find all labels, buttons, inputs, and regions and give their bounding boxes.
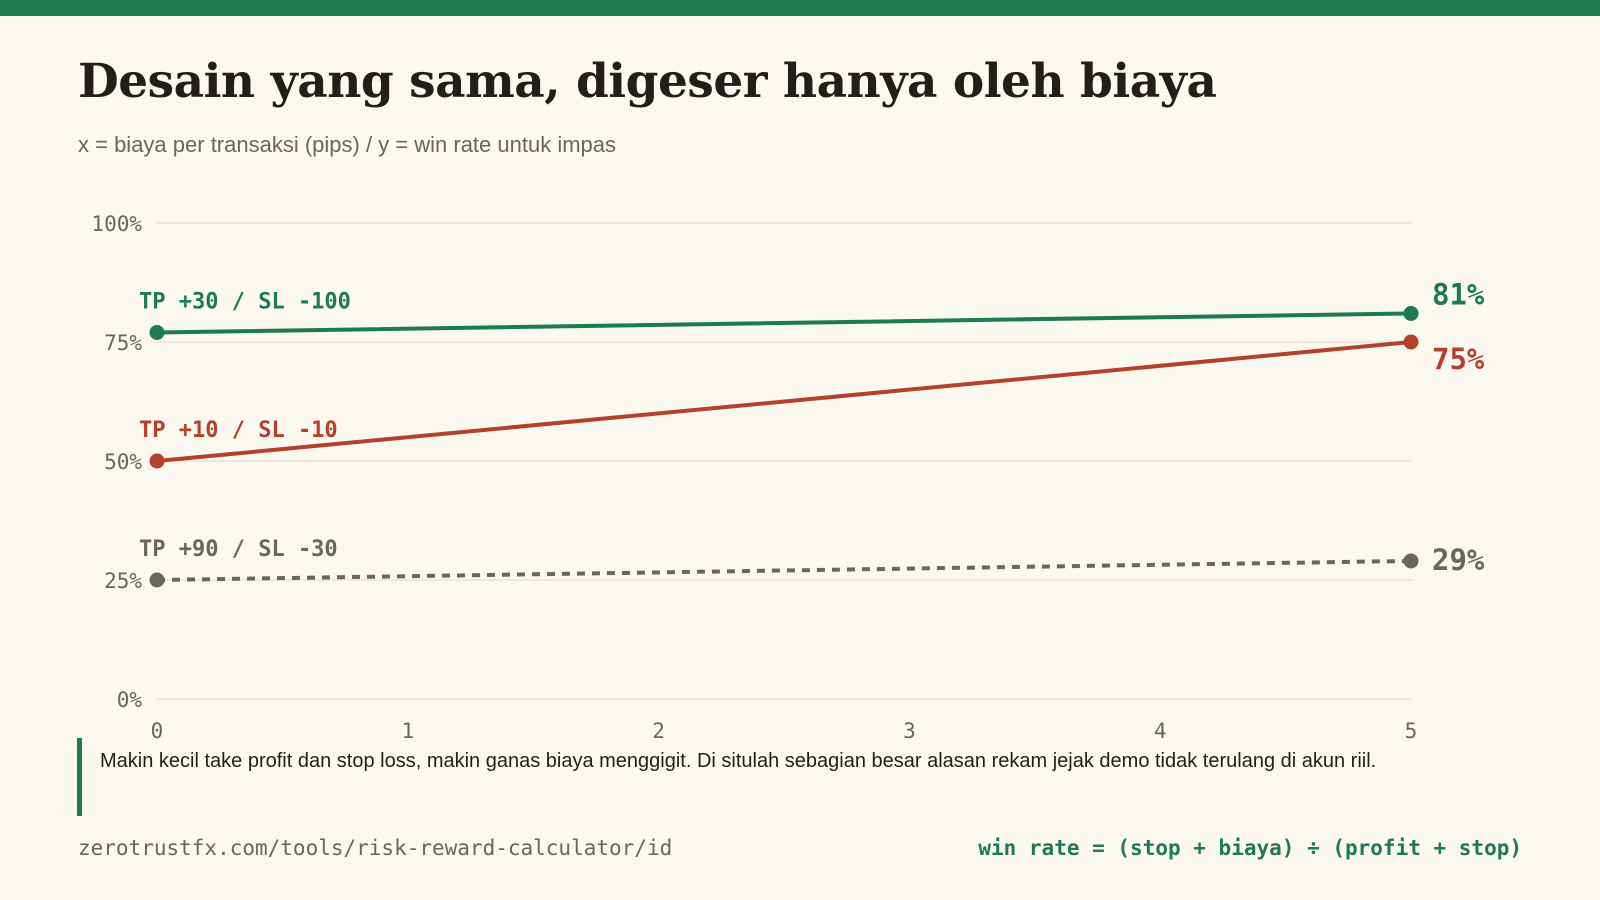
callout-text: Makin kecil take profit dan stop loss, m… <box>100 750 1377 772</box>
end-value-label: 81% <box>1432 277 1485 311</box>
series-label: TP +10 / SL -10 <box>139 418 338 443</box>
x-tick-label: 3 <box>903 719 916 740</box>
series-line <box>155 311 1413 335</box>
x-tick-label: 5 <box>1405 719 1418 740</box>
chart-title: Desain yang sama, digeser hanya oleh bia… <box>78 54 1217 109</box>
footer-formula: win rate = (stop + biaya) ÷ (profit + st… <box>978 836 1522 860</box>
series-line <box>156 558 1412 582</box>
series-point <box>149 324 165 340</box>
series-point <box>149 453 165 469</box>
y-tick-label: 25% <box>104 569 142 593</box>
y-tick-label: 100% <box>91 212 142 236</box>
callout-note: Makin kecil take profit dan stop loss, m… <box>77 738 1517 816</box>
series-label: TP +90 / SL -30 <box>139 537 338 562</box>
end-value-label: 75% <box>1432 342 1485 376</box>
series-point <box>1403 305 1419 321</box>
y-tick-label: 0% <box>117 688 143 712</box>
footer-url: zerotrustfx.com/tools/risk-reward-calcul… <box>78 836 673 860</box>
x-tick-label: 2 <box>652 719 665 740</box>
x-tick-label: 1 <box>401 719 414 740</box>
series-label: TP +30 / SL -100 <box>139 289 351 314</box>
top-accent-bar <box>0 0 1600 16</box>
x-tick-label: 0 <box>151 719 164 740</box>
series-line <box>155 340 1413 463</box>
line-chart: 0% 25% 50% 75% 100% 0 1 2 3 4 5 TP +30 / SL -100 81%… <box>91 212 1485 740</box>
chart-subtitle: x = biaya per transaksi (pips) / y = win… <box>78 132 617 157</box>
y-tick-label: 75% <box>104 331 142 355</box>
series-point <box>149 572 165 588</box>
y-tick-label: 50% <box>104 450 142 474</box>
end-value-label: 29% <box>1432 543 1485 577</box>
x-tick-label: 4 <box>1154 719 1167 740</box>
series-point <box>1403 553 1419 569</box>
series-point <box>1403 334 1419 350</box>
